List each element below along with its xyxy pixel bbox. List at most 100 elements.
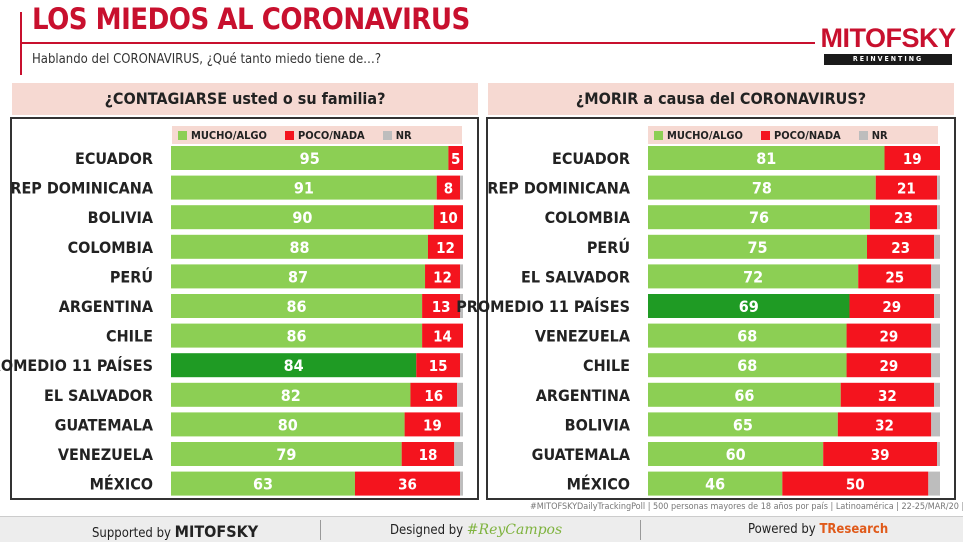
bar-mucho — [171, 294, 423, 318]
category-label: BOLIVIA — [565, 415, 631, 434]
bar-poco — [433, 205, 463, 230]
data-label-mucho: 80 — [278, 415, 298, 434]
bar-nr — [460, 412, 463, 437]
logo-tagline: REINVENTING RESEARCH — [824, 54, 952, 74]
category-label: COLOMBIA — [68, 238, 154, 257]
bar-poco — [782, 471, 929, 496]
data-label-mucho: 79 — [276, 445, 296, 464]
data-label-poco: 14 — [433, 328, 452, 346]
bar-nr — [460, 264, 463, 289]
footer-designed-prefix: Designed by — [390, 523, 464, 538]
data-label-poco: 21 — [897, 180, 916, 198]
legend-right: MUCHO/ALGO POCO/NADA NR — [648, 126, 938, 144]
footer-powered: Powered by TResearch — [748, 522, 888, 537]
bar-poco — [884, 146, 940, 170]
data-label-poco: 12 — [436, 239, 455, 257]
category-label: PROMEDIO 11 PAÍSES — [0, 356, 153, 375]
data-label-mucho: 75 — [747, 238, 767, 257]
logo-word: MITOFSKY — [820, 23, 956, 53]
bar-mucho — [171, 382, 411, 407]
data-label-poco: 23 — [891, 239, 910, 257]
bar-mucho — [171, 264, 426, 289]
footer-designed-brand: #ReyCampos — [466, 522, 563, 538]
footnote: #MITOFSKYDailyTrackingPoll | 500 persona… — [530, 502, 963, 512]
category-label: ECUADOR — [552, 149, 630, 168]
bar-nr — [931, 323, 940, 348]
legend-label-nr: NR — [871, 128, 888, 142]
category-label: GUATEMALA — [532, 445, 631, 464]
footer-powered-prefix: Powered by — [748, 522, 816, 537]
data-label-poco: 29 — [880, 357, 899, 375]
category-label: CHILE — [583, 356, 630, 375]
category-label: ARGENTINA — [536, 386, 631, 405]
bar-poco — [410, 382, 458, 407]
data-label-poco: 50 — [846, 476, 865, 494]
bar-poco — [404, 412, 461, 437]
bar-nr — [457, 382, 463, 407]
mitofsky-logo: MITOFSKY REINVENTING RESEARCH — [820, 18, 956, 74]
data-label-mucho: 84 — [284, 356, 304, 375]
bar-poco — [869, 205, 938, 230]
data-label-poco: 29 — [882, 298, 901, 316]
category-label: EL SALVADOR — [521, 267, 630, 286]
data-label-mucho: 66 — [734, 386, 754, 405]
bar-nr — [460, 471, 463, 496]
data-label-poco: 29 — [880, 328, 899, 346]
footer-supported-brand: MITOFSKY — [174, 522, 259, 541]
question-band-right: ¿MORIR a causa del CORONAVIRUS? — [488, 83, 954, 115]
legend-label-poco: POCO/NADA — [297, 128, 365, 142]
category-label: ECUADOR — [75, 149, 153, 168]
category-label: GUATEMALA — [55, 415, 154, 434]
legend-label-mucho: MUCHO/ALGO — [191, 128, 267, 142]
legend-item-poco: POCO/NADA — [279, 129, 365, 142]
category-label: CHILE — [106, 327, 153, 346]
footer-divider — [320, 520, 321, 540]
footer-powered-brand: TResearch — [819, 522, 889, 537]
data-label-poco: 10 — [439, 209, 458, 227]
category-label: ARGENTINA — [59, 297, 154, 316]
bar-poco — [401, 442, 455, 466]
data-label-poco: 18 — [419, 446, 438, 464]
chart-title-morir: ¿MORIR a causa del CORONAVIRUS? — [575, 89, 867, 108]
legend-item-mucho: MUCHO/ALGO — [648, 129, 743, 142]
page-subtitle: Hablando del CORONAVIRUS, ¿Qué tanto mie… — [32, 52, 382, 67]
bar-poco — [858, 264, 932, 289]
bar-nr — [937, 205, 940, 230]
category-label: REP DOMINICANA — [10, 179, 153, 198]
legend-label-poco: POCO/NADA — [773, 128, 841, 142]
legend-swatch-poco — [760, 130, 770, 140]
bar-mucho — [648, 412, 838, 437]
bar-mucho — [648, 323, 847, 348]
data-label-mucho: 86 — [287, 327, 307, 346]
bar-mucho — [648, 205, 870, 230]
data-label-mucho: 60 — [726, 445, 746, 464]
category-label: PERÚ — [110, 267, 153, 286]
bar-nr — [931, 264, 940, 289]
bar-mucho — [648, 264, 859, 289]
footer-divider — [640, 520, 641, 540]
data-label-poco: 8 — [444, 180, 453, 198]
bar-nr — [934, 294, 940, 318]
category-label: VENEZUELA — [58, 445, 154, 464]
bar-mucho — [171, 323, 423, 348]
category-label: BOLIVIA — [88, 208, 154, 227]
data-label-mucho: 86 — [287, 297, 307, 316]
data-label-mucho: 88 — [289, 238, 309, 257]
bar-nr — [931, 412, 940, 437]
bar-mucho — [171, 442, 402, 466]
bar-poco — [436, 175, 461, 200]
bar-mucho — [171, 412, 405, 437]
legend-swatch-nr — [382, 130, 392, 140]
data-label-mucho: 63 — [253, 475, 273, 494]
legend-swatch-mucho — [654, 130, 663, 140]
data-label-poco: 32 — [875, 416, 894, 434]
data-label-mucho: 65 — [733, 415, 753, 434]
bar-mucho — [171, 146, 449, 170]
data-label-mucho: 78 — [752, 179, 772, 198]
bar-nr — [454, 442, 463, 466]
data-label-poco: 13 — [432, 298, 451, 316]
footer-bar: Supported by MITOFSKY Designed by #ReyCa… — [0, 516, 963, 542]
bar-nr — [937, 175, 940, 200]
bar-nr — [460, 294, 463, 318]
